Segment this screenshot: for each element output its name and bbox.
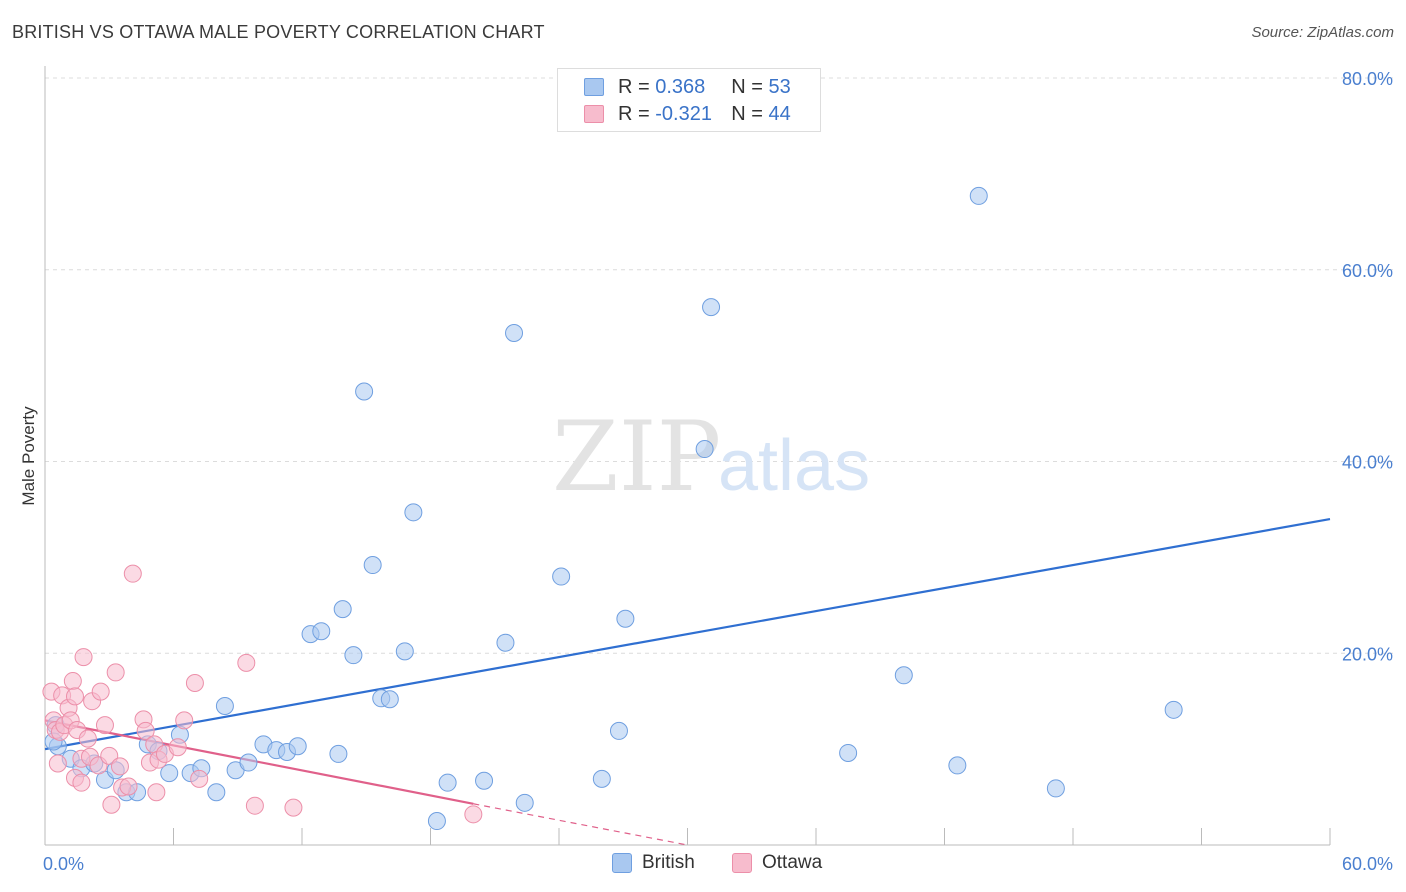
y-tick-label: 40.0%: [1342, 453, 1393, 473]
watermark: ZIP atlas: [552, 401, 870, 513]
british-point: [515, 793, 534, 812]
british-point: [695, 440, 714, 459]
ottawa-point: [78, 729, 97, 748]
ottawa-point: [63, 672, 82, 691]
n-label: N =: [731, 75, 763, 98]
watermark-atlas: atlas: [718, 426, 870, 506]
british-point: [616, 609, 635, 628]
british-point: [1046, 779, 1065, 798]
british-point: [427, 812, 446, 831]
correlation-legend: R = 0.368 N = 53 R = -0.321 N = 44: [557, 68, 821, 132]
british-point: [505, 324, 524, 343]
ottawa-point: [147, 783, 166, 802]
x-tick-label: 60.0%: [1342, 854, 1393, 874]
british-point: [363, 556, 382, 575]
british-point: [380, 690, 399, 709]
ottawa-point: [284, 798, 303, 817]
british-point: [344, 646, 363, 665]
british-point: [702, 298, 721, 317]
r-label: R =: [618, 75, 650, 98]
trend-lines: [44, 517, 1331, 846]
ottawa-point: [119, 777, 138, 796]
y-tick-label: 60.0%: [1342, 261, 1393, 281]
data-points: [42, 186, 1183, 831]
ottawa-swatch: [584, 105, 604, 123]
legend-label-ottawa: Ottawa: [762, 852, 823, 873]
r-value: 0.368: [655, 75, 706, 98]
british-point: [215, 696, 234, 715]
source-label: Source: ZipAtlas.com: [1251, 24, 1394, 41]
n-value: 44: [768, 102, 791, 125]
r-label: R =: [618, 102, 650, 125]
n-value: 53: [768, 75, 791, 98]
ottawa-point: [123, 564, 142, 583]
british-point: [333, 600, 352, 619]
ottawa-point: [245, 796, 264, 815]
legend-row-ottawa: R = -0.321 N = 44: [584, 101, 791, 127]
ottawa-point: [106, 663, 125, 682]
british-point: [312, 622, 331, 641]
ottawa-point: [185, 673, 204, 692]
ottawa-trend-line: [44, 719, 474, 805]
ottawa-point: [65, 687, 84, 706]
legend-label-british: British: [642, 852, 695, 873]
british-trend-line: [44, 517, 1331, 751]
british-point: [207, 783, 226, 802]
british-swatch: [612, 853, 632, 873]
y-tick-label: 20.0%: [1342, 644, 1393, 664]
grid-lines: [45, 77, 1395, 654]
ottawa-point: [110, 757, 129, 776]
british-point: [839, 743, 858, 762]
ottawa-point: [464, 805, 483, 824]
series-legend: British Ottawa: [0, 852, 1406, 878]
british-point: [288, 737, 307, 756]
r-value: -0.321: [655, 102, 712, 125]
legend-item-british[interactable]: British: [612, 852, 695, 874]
british-point: [894, 666, 913, 685]
ottawa-point: [190, 769, 209, 788]
british-point: [239, 753, 258, 772]
ottawa-swatch: [732, 853, 752, 873]
ottawa-point: [100, 746, 119, 765]
british-point: [1164, 700, 1183, 719]
chart-title: BRITISH VS OTTAWA MALE POVERTY CORRELATI…: [12, 22, 545, 42]
legend-item-ottawa[interactable]: Ottawa: [732, 852, 822, 874]
axes: [44, 66, 1331, 846]
british-point: [496, 633, 515, 652]
ottawa-point: [168, 738, 187, 757]
y-axis-label: Male Poverty: [19, 406, 38, 506]
ottawa-point: [91, 682, 110, 701]
british-point: [969, 186, 988, 205]
british-point: [948, 756, 967, 775]
ottawa-point: [72, 773, 91, 792]
watermark-zip: ZIP: [552, 401, 721, 513]
ottawa-point: [95, 716, 114, 735]
british-swatch: [584, 78, 604, 96]
n-label: N =: [731, 102, 763, 125]
british-point: [475, 771, 494, 790]
series-ottawa: [42, 564, 483, 824]
british-point: [609, 721, 628, 740]
british-point: [160, 764, 179, 783]
legend-row-british: R = 0.368 N = 53: [584, 74, 791, 100]
ottawa-point: [175, 711, 194, 730]
y-tick-label: 80.0%: [1342, 69, 1393, 89]
british-point: [438, 773, 457, 792]
ottawa-point: [48, 754, 67, 773]
ottawa-point: [102, 795, 121, 814]
ottawa-point: [136, 721, 155, 740]
british-point: [552, 567, 571, 586]
british-point: [395, 642, 414, 661]
british-point: [329, 744, 348, 763]
x-tick-label: 0.0%: [43, 854, 84, 874]
british-point: [355, 382, 374, 401]
british-point: [592, 769, 611, 788]
ottawa-point: [237, 653, 256, 672]
tick-labels: 20.0% 40.0% 60.0% 80.0% 0.0% 60.0%: [43, 69, 1393, 874]
british-point: [404, 503, 423, 522]
ottawa-point: [74, 648, 93, 667]
ottawa-trend-extension: [473, 803, 688, 846]
